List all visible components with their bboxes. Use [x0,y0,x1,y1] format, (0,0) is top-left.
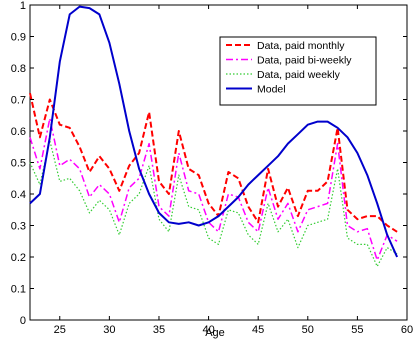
series-line-data-paid-weekly [29,139,398,267]
x-axis-label: Age [205,327,225,339]
legend-box [219,36,377,106]
x-tick-label: 45 [252,324,264,336]
x-tick-label: 40 [202,324,214,336]
x-tick-label: 35 [153,324,165,336]
x-tick-label: 55 [351,324,363,336]
legend-label: Data, paid bi-weekly [257,55,352,67]
y-tick-label: 0.3 [11,221,26,233]
legend-label: Data, paid weekly [257,69,341,81]
x-tick-label: 25 [54,324,66,336]
y-tick-label: 1 [20,0,26,12]
y-tick-label: 0.2 [11,252,26,264]
legend: Data, paid monthly Data, paid bi-weekly Da… [219,36,377,106]
series-line-model [29,5,399,258]
y-tick-label: 0.6 [11,126,26,138]
x-tick-label: 50 [302,324,314,336]
x-tick-label: 60 [401,324,413,336]
y-tick-label: 0.9 [11,32,26,44]
legend-label: Data, paid monthly [257,40,345,52]
y-tick-label: 0.7 [11,95,26,107]
y-tick-label: 0.8 [11,63,26,75]
y-tick-label: 0.1 [11,284,26,296]
series-line-data-paid-bi-weekly [29,117,398,261]
y-tick-label: 0.4 [11,189,26,201]
y-tick-label: 0.5 [11,158,26,170]
x-tick-label: 30 [103,324,115,336]
series-group [29,5,399,267]
x-axis: 25 30 35 40 45 50 55 60 [54,5,413,336]
y-tick-label: 0 [20,315,26,327]
y-axis: 0 0.1 0.2 0.3 0.4 0.5 0.6 0.7 0.8 0.9 1 [11,0,407,327]
legend-label: Model [257,84,286,96]
series-line-data-paid-monthly [29,92,398,233]
